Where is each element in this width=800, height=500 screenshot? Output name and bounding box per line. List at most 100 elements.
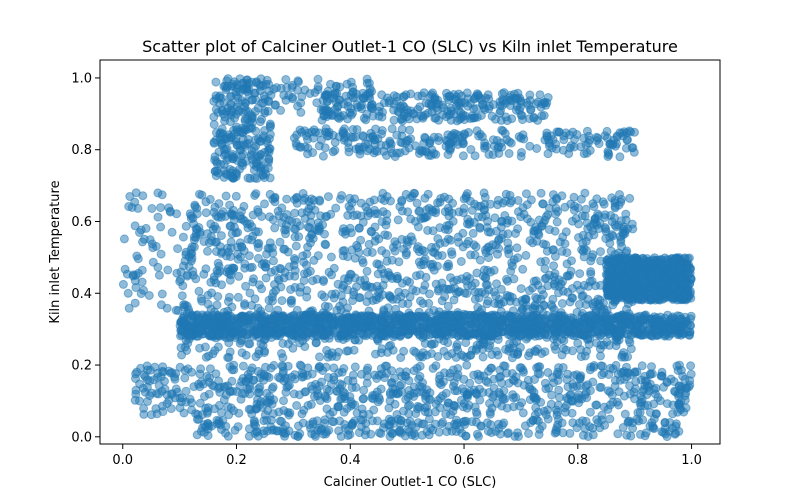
scatter-point	[344, 147, 354, 157]
scatter-point	[683, 269, 693, 279]
scatter-point	[575, 374, 585, 383]
scatter-point	[518, 408, 528, 418]
scatter-point	[485, 407, 495, 417]
scatter-point	[552, 195, 562, 204]
scatter-point	[212, 237, 221, 247]
scatter-point	[257, 284, 267, 294]
scatter-point	[586, 267, 596, 277]
scatter-point	[229, 406, 239, 416]
scatter-point	[284, 410, 294, 420]
scatter-point	[440, 368, 449, 378]
scatter-point	[424, 394, 434, 404]
scatter-point	[678, 328, 688, 338]
scatter-point	[536, 257, 546, 267]
scatter-point	[401, 250, 411, 260]
scatter-point	[426, 317, 436, 326]
scatter-point	[389, 91, 399, 101]
scatter-point	[503, 238, 513, 248]
scatter-point	[524, 429, 533, 438]
scatter-point	[362, 266, 372, 276]
scatter-point	[257, 212, 267, 221]
scatter-point	[364, 316, 374, 326]
scatter-point	[275, 237, 285, 247]
scatter-point	[613, 369, 623, 379]
scatter-point	[339, 364, 349, 373]
scatter-point	[524, 286, 534, 296]
scatter-point	[178, 232, 188, 242]
scatter-point	[237, 348, 247, 358]
scatter-point	[203, 246, 212, 256]
scatter-point	[607, 390, 617, 400]
scatter-point	[525, 90, 535, 100]
scatter-point	[382, 216, 392, 226]
scatter-point	[412, 244, 422, 254]
scatter-point	[453, 232, 463, 242]
scatter-point	[440, 238, 450, 247]
scatter-point	[362, 366, 372, 375]
scatter-point	[385, 291, 395, 301]
scatter-point	[442, 92, 452, 102]
scatter-point	[483, 227, 493, 237]
scatter-point	[612, 397, 622, 407]
scatter-point	[314, 363, 324, 373]
scatter-point	[308, 315, 318, 325]
scatter-point	[203, 290, 213, 300]
scatter-point	[669, 377, 679, 386]
scatter-point	[259, 426, 269, 436]
scatter-point	[249, 416, 259, 426]
scatter-point	[204, 351, 214, 361]
scatter-point	[292, 401, 302, 410]
scatter-point	[572, 307, 582, 317]
scatter-point	[487, 111, 497, 121]
scatter-point	[517, 148, 526, 157]
scatter-point	[552, 127, 562, 137]
scatter-point	[318, 220, 328, 230]
scatter-point	[578, 416, 587, 426]
scatter-point	[233, 249, 243, 259]
scatter-point	[420, 312, 429, 322]
scatter-point	[260, 371, 269, 381]
scatter-point	[528, 329, 538, 339]
scatter-point	[135, 396, 144, 406]
scatter-point	[376, 331, 386, 341]
scatter-point	[321, 429, 331, 439]
scatter-point	[444, 261, 454, 271]
scatter-point	[453, 287, 463, 297]
scatter-point	[171, 384, 181, 394]
scatter-point	[505, 190, 515, 200]
scatter-point	[472, 268, 482, 278]
scatter-point	[492, 279, 501, 289]
scatter-point	[428, 363, 438, 373]
scatter-point	[651, 292, 661, 302]
scatter-point	[387, 311, 396, 320]
scatter-point	[233, 292, 243, 302]
scatter-point	[610, 198, 620, 208]
scatter-point	[333, 402, 343, 412]
scatter-point	[450, 319, 460, 328]
scatter-point	[507, 258, 517, 268]
scatter-point	[189, 219, 199, 229]
scatter-point	[525, 141, 535, 151]
scatter-point	[585, 386, 595, 396]
scatter-point	[216, 420, 225, 430]
scatter-point	[270, 223, 280, 233]
scatter-point	[630, 367, 640, 377]
scatter-point	[516, 212, 526, 222]
scatter-point	[449, 295, 459, 305]
scatter-point	[549, 261, 559, 271]
scatter-point	[295, 125, 305, 135]
scatter-point	[475, 395, 485, 405]
scatter-point	[305, 233, 314, 243]
scatter-point	[585, 407, 595, 417]
scatter-point	[326, 252, 336, 262]
scatter-point	[392, 148, 402, 158]
scatter-point	[567, 408, 577, 418]
scatter-point	[447, 247, 456, 257]
scatter-point	[441, 388, 451, 398]
scatter-point	[411, 141, 420, 151]
scatter-point	[376, 429, 386, 438]
scatter-point	[574, 329, 584, 339]
scatter-point	[510, 330, 520, 340]
scatter-point	[565, 428, 575, 438]
